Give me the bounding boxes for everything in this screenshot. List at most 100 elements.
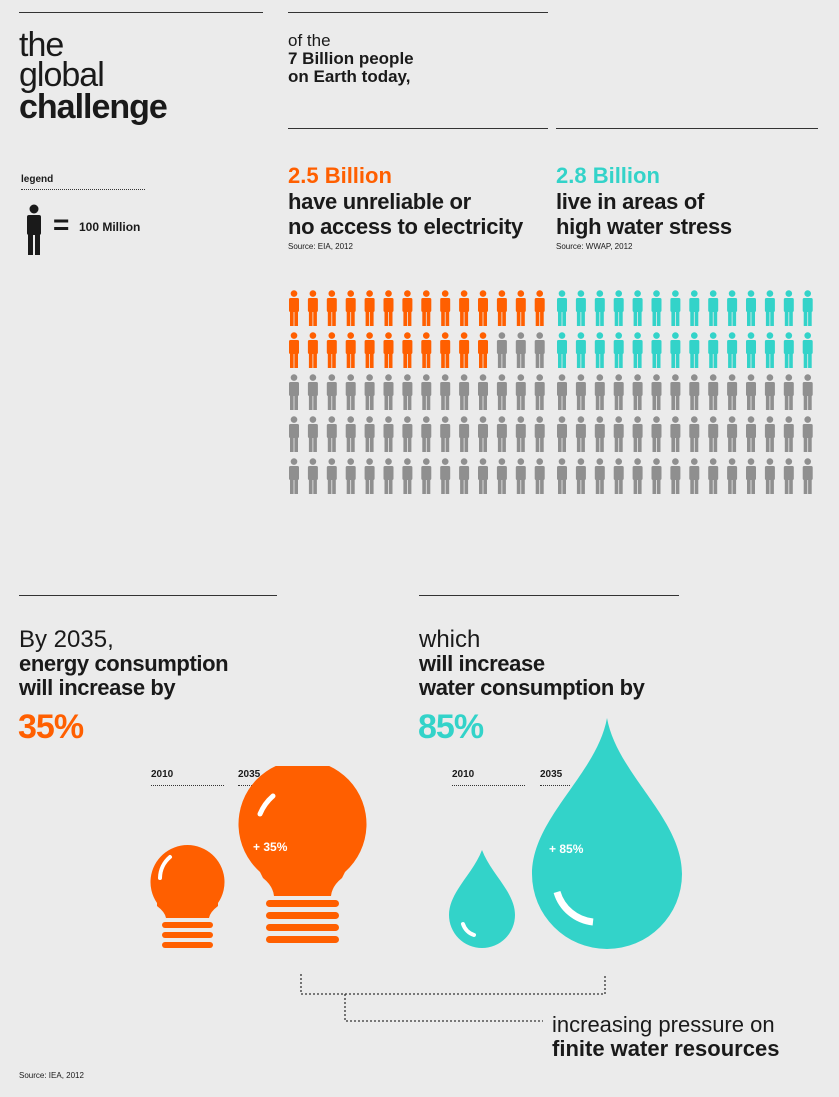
- title-line-2: global: [19, 56, 105, 94]
- electricity-stat: 2.5 Billion have unreliable or no access…: [288, 163, 523, 251]
- person-pictogram-icon: [459, 332, 470, 368]
- person-pictogram-icon: [708, 416, 719, 452]
- person-pictogram-icon: [402, 374, 413, 410]
- person-pictogram-icon: [402, 290, 413, 326]
- water-stat: 2.8 Billion live in areas of high water …: [556, 163, 732, 251]
- person-pictogram-icon: [383, 416, 394, 452]
- electricity-number: 2.5 Billion: [288, 163, 392, 188]
- person-pictogram-icon: [496, 332, 507, 368]
- water-year-2035: 2035: [540, 769, 563, 780]
- person-pictogram-icon: [632, 458, 643, 494]
- water-pictogram: [557, 290, 813, 494]
- person-pictogram-icon: [440, 416, 451, 452]
- water-line-1: live in areas of: [556, 189, 705, 214]
- person-pictogram-icon: [746, 290, 756, 326]
- person-pictogram-icon: [632, 374, 643, 410]
- person-pictogram-icon: [670, 374, 681, 410]
- water-number: 2.8 Billion: [556, 163, 660, 188]
- energy-year-2035: 2035: [238, 769, 261, 780]
- person-pictogram-icon: [651, 374, 662, 410]
- person-pictogram-icon: [496, 290, 507, 326]
- energy-line-1: By 2035,: [19, 626, 114, 653]
- bracket-connector: [300, 974, 606, 1022]
- person-pictogram-icon: [459, 458, 470, 494]
- legend-equals: =: [53, 209, 70, 240]
- person-pictogram-icon: [746, 374, 756, 410]
- person-pictogram-icon: [345, 332, 356, 368]
- person-pictogram-icon: [594, 332, 605, 368]
- person-pictogram-icon: [364, 458, 375, 494]
- person-pictogram-icon: [727, 290, 738, 326]
- person-pictogram-icon: [689, 290, 700, 326]
- person-pictogram-icon: [440, 458, 451, 494]
- person-pictogram-icon: [364, 416, 375, 452]
- person-pictogram-icon: [496, 374, 507, 410]
- person-pictogram-icon: [289, 458, 299, 494]
- person-pictogram-icon: [670, 332, 681, 368]
- person-pictogram-icon: [345, 290, 356, 326]
- person-pictogram-icon: [383, 374, 394, 410]
- person-pictogram-icon: [632, 332, 643, 368]
- person-pictogram-icon: [632, 416, 643, 452]
- person-pictogram-icon: [613, 290, 624, 326]
- person-pictogram-icon: [594, 290, 605, 326]
- person-pictogram-icon: [326, 374, 337, 410]
- person-pictogram-icon: [689, 374, 700, 410]
- footer-text: increasing pressure on finite water reso…: [552, 1013, 779, 1061]
- person-pictogram-icon: [802, 458, 813, 494]
- person-pictogram-icon: [727, 374, 738, 410]
- person-pictogram-icon: [534, 332, 545, 368]
- energy-year-2010-divider: [151, 785, 224, 786]
- person-pictogram-icon: [478, 416, 488, 452]
- person-pictogram-icon: [345, 416, 356, 452]
- intro-text: of the 7 Billion people on Earth today,: [288, 32, 414, 86]
- person-pictogram-icon: [557, 290, 567, 326]
- large-bulb-icon: [238, 766, 367, 943]
- person-pictogram-icon: [764, 374, 775, 410]
- person-pictogram-icon: [534, 290, 545, 326]
- person-pictogram-icon: [421, 332, 432, 368]
- person-pictogram-icon: [727, 332, 738, 368]
- person-pictogram-icon: [345, 374, 356, 410]
- person-pictogram-icon: [557, 458, 567, 494]
- person-pictogram-icon: [802, 290, 813, 326]
- person-pictogram-icon: [383, 290, 394, 326]
- energy-year-2010: 2010: [151, 769, 174, 780]
- person-pictogram-icon: [534, 416, 545, 452]
- person-pictogram-icon: [746, 332, 756, 368]
- person-pictogram-icon: [802, 374, 813, 410]
- person-pictogram-icon: [289, 374, 299, 410]
- person-pictogram-icon: [421, 458, 432, 494]
- person-pictogram-icon: [459, 290, 470, 326]
- person-pictogram-icon: [459, 374, 470, 410]
- person-pictogram-icon: [613, 374, 624, 410]
- mid-rule-right: [556, 128, 818, 129]
- person-pictogram-icon: [708, 374, 719, 410]
- person-pictogram-icon: [708, 458, 719, 494]
- person-pictogram-icon: [402, 458, 413, 494]
- person-pictogram-icon: [364, 290, 375, 326]
- person-pictogram-icon: [421, 290, 432, 326]
- person-pictogram-icon: [708, 332, 719, 368]
- person-pictogram-icon: [689, 416, 700, 452]
- legend-divider: [21, 189, 145, 190]
- person-pictogram-icon: [783, 374, 794, 410]
- person-pictogram-icon: [307, 416, 318, 452]
- water-block-line-1: which: [419, 626, 481, 653]
- person-pictogram-icon: [575, 332, 586, 368]
- person-pictogram-icon: [478, 458, 488, 494]
- person-pictogram-icon: [557, 416, 567, 452]
- person-pictogram-icon: [764, 290, 775, 326]
- person-pictogram-icon: [727, 458, 738, 494]
- person-pictogram-icon: [783, 332, 794, 368]
- person-pictogram-icon: [708, 290, 719, 326]
- person-pictogram-icon: [326, 332, 337, 368]
- person-pictogram-icon: [802, 416, 813, 452]
- page-title: the global challenge: [19, 28, 168, 124]
- person-pictogram-icon: [651, 416, 662, 452]
- person-pictogram-icon: [307, 458, 318, 494]
- water-consumption-text: which will increase water consumption by: [419, 626, 645, 700]
- person-pictogram-icon: [364, 332, 375, 368]
- drop-increase-label: + 85%: [549, 842, 584, 856]
- legend-value: 100 Million: [79, 220, 141, 234]
